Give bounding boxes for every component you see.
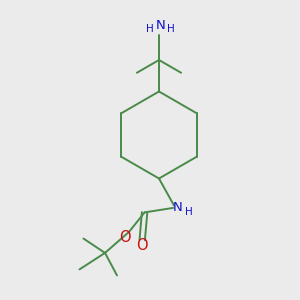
Text: N: N	[173, 201, 182, 214]
Text: O: O	[120, 230, 131, 245]
Text: N: N	[156, 19, 165, 32]
Text: H: H	[146, 23, 154, 34]
Text: O: O	[136, 238, 148, 253]
Text: H: H	[167, 23, 175, 34]
Text: H: H	[185, 207, 193, 218]
